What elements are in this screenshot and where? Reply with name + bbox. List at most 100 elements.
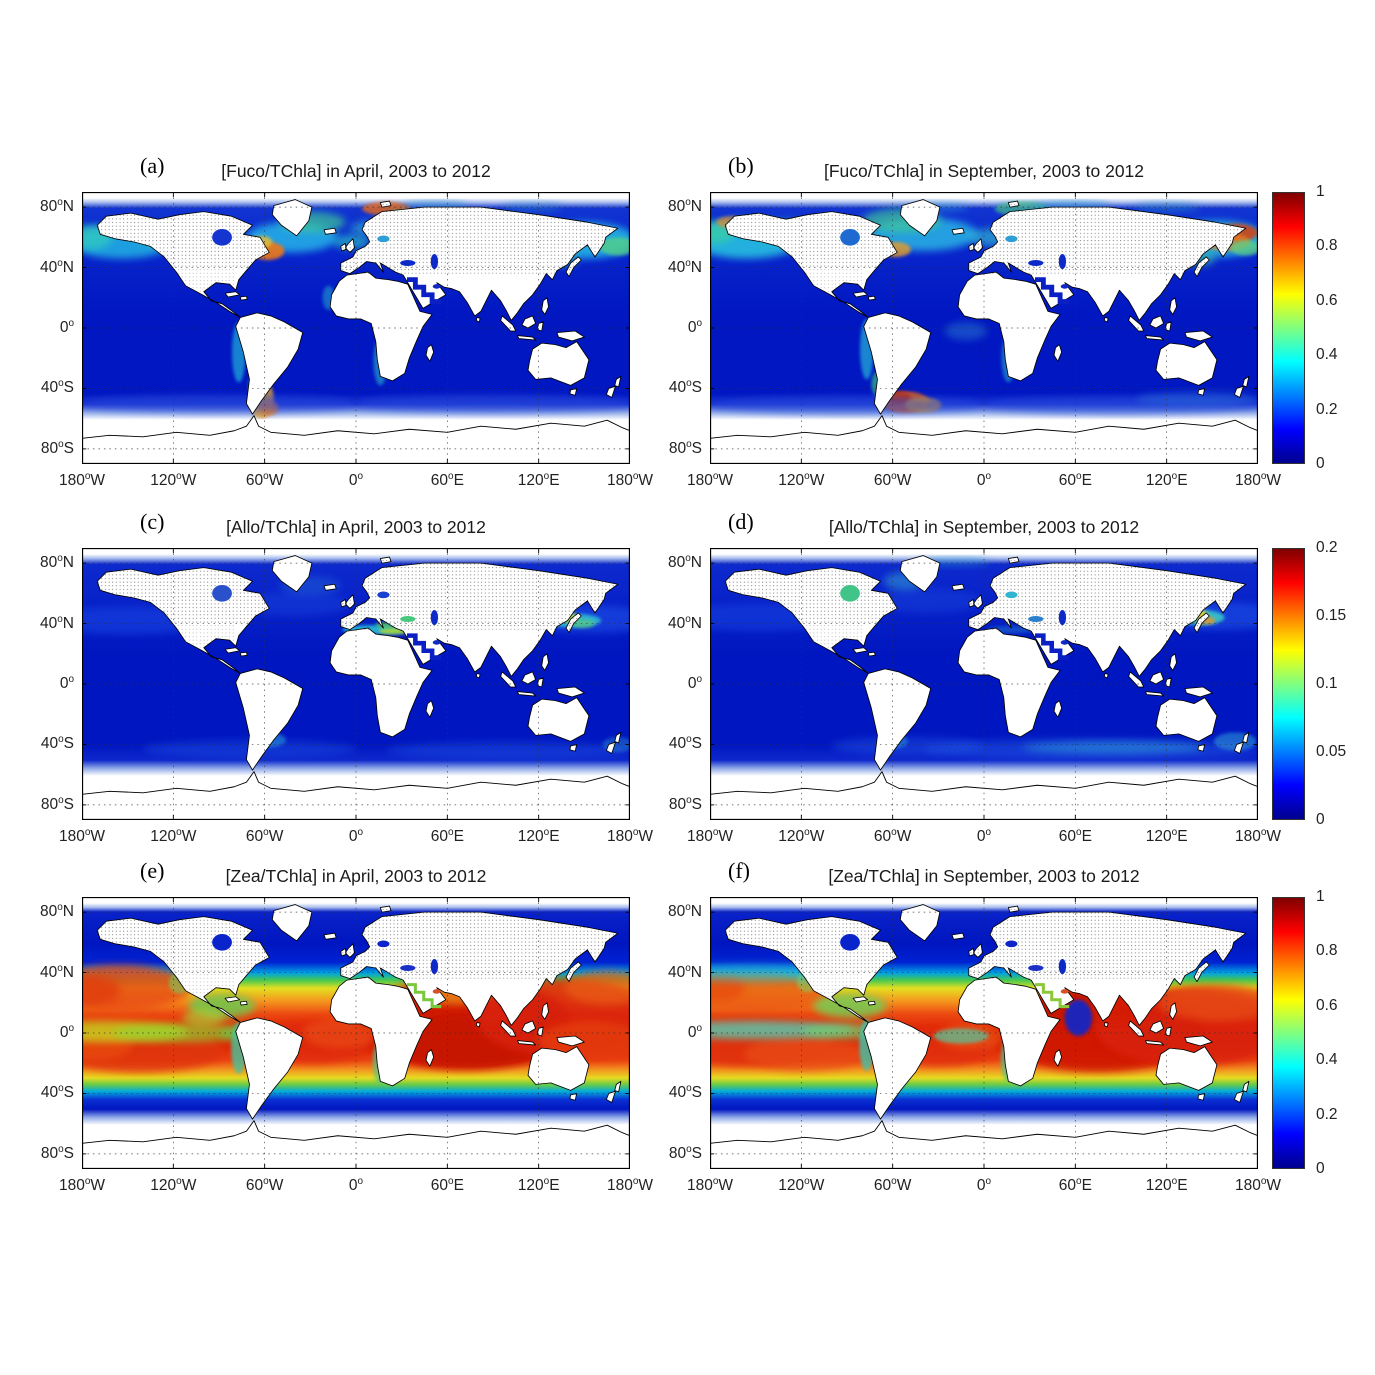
lon-tick-label: 60oE (430, 470, 464, 489)
panel-header: (c) [Allo/TChla] in April, 2003 to 2012 (82, 509, 630, 541)
latitude-axis: 80oN 40oN 0o 40oS 80oS (640, 897, 702, 1169)
colorbar-tick-label: 0.05 (1316, 743, 1347, 760)
lat-tick-label: 80oS (668, 794, 702, 813)
world-map (82, 548, 630, 820)
lon-tick-label: 60oW (873, 470, 912, 489)
lat-tick-label: 0o (59, 317, 74, 336)
lat-tick-label: 40oN (667, 613, 702, 632)
lon-tick-label: 180oW (58, 1175, 106, 1194)
lon-tick-label: 60oW (245, 470, 284, 489)
lat-tick-label: 80oS (668, 438, 702, 457)
lon-tick-label: 120oW (150, 826, 197, 845)
lon-tick-label: 60oW (873, 1175, 912, 1194)
latitude-axis: 80oN 40oN 0o 40oS 80oS (12, 548, 74, 820)
world-map-svg (710, 897, 1258, 1169)
colorbar-tick-labels: 1 0.8 0.6 0.4 0.2 0 (1316, 888, 1375, 1177)
latitude-axis: 80oN 40oN 0o 40oS 80oS (12, 897, 74, 1169)
longitude-axis: 180oW 120oW 60oW 0o 60oE 120oE 180oW (687, 470, 1281, 498)
lon-tick-label: 60oE (1058, 826, 1092, 845)
panel-header: (b) [Fuco/TChla] in September, 2003 to 2… (710, 153, 1258, 185)
lat-tick-label: 40oN (39, 962, 74, 981)
lon-tick-label: 0o (976, 826, 992, 845)
panel-header: (a) [Fuco/TChla] in April, 2003 to 2012 (82, 153, 630, 185)
colorbar: 1 0.8 0.6 0.4 0.2 0 (1272, 888, 1375, 1177)
longitude-axis: 180oW 120oW 60oW 0o 60oE 120oE 180oW (59, 470, 653, 498)
colorbar-tick-label: 0.2 (1316, 400, 1338, 418)
panel-title: [Zea/TChla] in April, 2003 to 2012 (225, 866, 487, 886)
world-map (82, 897, 630, 1169)
panel-title: [Fuco/TChla] in September, 2003 to 2012 (823, 161, 1145, 181)
lon-tick-label: 180oW (686, 826, 734, 845)
lon-tick-label: 180oW (1234, 470, 1282, 489)
colorbar-gradient (1272, 548, 1305, 820)
panel-header: (f) [Zea/TChla] in September, 2003 to 20… (710, 858, 1258, 890)
lat-tick-label: 80oN (39, 196, 74, 216)
panel-letter-label: (c) (140, 509, 165, 534)
lon-tick-label: 60oE (1058, 470, 1092, 489)
lat-tick-label: 80oS (668, 1143, 702, 1162)
panel-letter-label: (a) (140, 153, 165, 178)
colorbar-tick-label: 0.2 (1316, 1105, 1338, 1123)
colorbar-tick-label: 0.4 (1316, 346, 1338, 364)
colorbar-tick-labels: 1 0.8 0.6 0.4 0.2 0 (1316, 183, 1375, 472)
world-map (710, 192, 1258, 464)
latitude-axis: 80oN 40oN 0o 40oS 80oS (640, 192, 702, 464)
panel-letter-label: (e) (140, 858, 165, 883)
lon-tick-label: 120oE (1145, 826, 1188, 845)
lat-tick-label: 40oS (668, 378, 702, 397)
longitude-axis: 180oW 120oW 60oW 0o 60oE 120oE 180oW (59, 826, 653, 854)
lat-tick-label: 80oN (39, 901, 74, 921)
colorbar-tick-label: 0.15 (1316, 607, 1347, 624)
panel-header: (e) [Zea/TChla] in April, 2003 to 2012 (82, 858, 630, 890)
lon-tick-label: 120oE (517, 470, 560, 489)
colorbar-tick-label: 0.8 (1316, 942, 1338, 960)
colorbar: 0.2 0.15 0.1 0.05 0 (1272, 539, 1375, 828)
lat-tick-label: 0o (59, 1022, 74, 1041)
lon-tick-label: 180oW (1234, 826, 1282, 845)
colorbar-tick-label: 0.8 (1316, 237, 1338, 255)
lat-tick-label: 80oN (667, 901, 702, 921)
colorbar: 1 0.8 0.6 0.4 0.2 0 (1272, 183, 1375, 472)
colorbar-tick-label: 1 (1316, 183, 1325, 200)
colorbar-gradient (1272, 192, 1305, 464)
world-map-svg (710, 548, 1258, 820)
world-map-svg (710, 192, 1258, 464)
panel-letter-label: (b) (728, 153, 754, 178)
lon-tick-label: 180oW (606, 1175, 654, 1194)
lon-tick-label: 120oW (778, 470, 825, 489)
lon-tick-label: 60oE (1058, 1175, 1092, 1194)
lon-tick-label: 180oW (58, 826, 106, 845)
colorbar-tick-labels: 0.2 0.15 0.1 0.05 0 (1316, 539, 1375, 828)
lon-tick-label: 120oW (778, 826, 825, 845)
colorbar-tick-label: 0.6 (1316, 291, 1338, 309)
world-map (710, 897, 1258, 1169)
latitude-axis: 80oN 40oN 0o 40oS 80oS (640, 548, 702, 820)
latitude-axis: 80oN 40oN 0o 40oS 80oS (12, 192, 74, 464)
map-panel-b: (b) [Fuco/TChla] in September, 2003 to 2… (668, 153, 1338, 489)
longitude-axis: 180oW 120oW 60oW 0o 60oE 120oE 180oW (687, 1175, 1281, 1203)
colorbar-tick-label: 0.2 (1316, 539, 1338, 556)
lat-tick-label: 40oS (40, 734, 74, 753)
lat-tick-label: 0o (59, 673, 74, 692)
world-map-svg (82, 548, 630, 820)
lat-tick-label: 40oS (40, 1083, 74, 1102)
lon-tick-label: 60oW (245, 1175, 284, 1194)
map-panel-e: (e) [Zea/TChla] in April, 2003 to 2012 8… (40, 858, 653, 1194)
lon-tick-label: 180oW (686, 470, 734, 489)
longitude-axis: 180oW 120oW 60oW 0o 60oE 120oE 180oW (59, 1175, 653, 1203)
lon-tick-label: 180oW (686, 1175, 734, 1194)
map-panel-d: (d) [Allo/TChla] in September, 2003 to 2… (668, 509, 1346, 845)
panel-letter-label: (d) (728, 509, 754, 534)
panel-letter-label: (f) (728, 858, 750, 883)
colorbar-tick-label: 0 (1316, 811, 1325, 828)
map-panel-f: (f) [Zea/TChla] in September, 2003 to 20… (668, 858, 1338, 1194)
lat-tick-label: 40oS (668, 1083, 702, 1102)
lon-tick-label: 180oW (58, 470, 106, 489)
lon-tick-label: 120oW (150, 470, 197, 489)
lat-tick-label: 0o (687, 1022, 702, 1041)
colorbar-tick-label: 0.6 (1316, 996, 1338, 1014)
lon-tick-label: 0o (348, 1175, 364, 1194)
lat-tick-label: 40oN (667, 257, 702, 276)
lon-tick-label: 60oE (430, 826, 464, 845)
